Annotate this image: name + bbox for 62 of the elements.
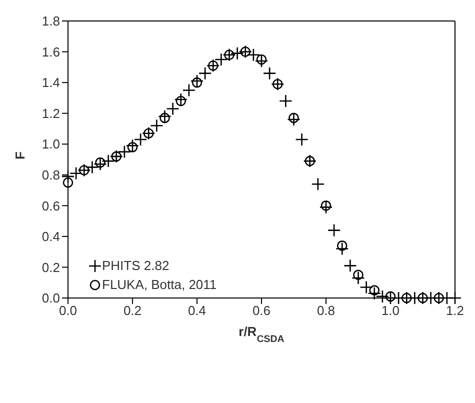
point	[176, 96, 186, 106]
x-axis-title: r/R$_{CSDA}$	[238, 324, 284, 344]
point	[94, 157, 107, 171]
point	[295, 132, 308, 146]
point	[166, 102, 180, 116]
y-tick-label: 1.4	[42, 75, 60, 90]
point	[134, 132, 148, 146]
y-axis-title: F	[12, 152, 28, 160]
y-tick-label: 1.0	[42, 136, 60, 152]
x-tick-label: 0.0	[58, 303, 78, 318]
point	[335, 242, 349, 256]
point	[118, 145, 132, 158]
point	[126, 139, 140, 152]
point	[262, 66, 276, 80]
point	[336, 240, 348, 251]
point	[353, 270, 364, 280]
point	[62, 177, 74, 188]
point	[192, 77, 202, 88]
y-tick-label: 0.6	[42, 198, 60, 214]
point	[127, 142, 138, 152]
y-tick-label: 1.8	[42, 14, 60, 29]
point	[190, 74, 204, 88]
point	[256, 54, 267, 65]
x-tick-label: 0.6	[252, 303, 271, 318]
point	[95, 157, 106, 168]
point	[279, 94, 292, 108]
point	[320, 200, 332, 211]
legend-label: PHITS 2.82	[102, 257, 170, 275]
point	[385, 291, 396, 302]
point	[288, 112, 299, 124]
point	[102, 154, 115, 168]
point	[287, 112, 300, 126]
x-tick-label: 0.8	[316, 303, 336, 318]
x-tick-label: 1.2	[446, 303, 464, 318]
point	[369, 285, 380, 296]
x-tick-label: 1.0	[381, 303, 400, 318]
point	[61, 170, 75, 184]
point	[174, 92, 188, 106]
point	[311, 177, 325, 191]
y-tick-label: 1.2	[42, 106, 60, 121]
point	[214, 52, 228, 66]
x-tick-label: 0.4	[188, 303, 206, 318]
y-tick-label: 0.8	[42, 168, 60, 183]
point	[352, 271, 365, 285]
point	[319, 200, 333, 214]
point	[150, 118, 164, 132]
point	[448, 291, 462, 305]
point	[376, 290, 390, 304]
point	[327, 224, 341, 237]
point	[198, 66, 212, 80]
point	[86, 160, 99, 174]
y-tick-label: 1.6	[42, 44, 60, 60]
point	[160, 112, 170, 124]
y-tick-label: 0.0	[42, 290, 60, 306]
legend-label: FLUKA, Botta, 2011	[102, 276, 217, 294]
point	[158, 110, 172, 124]
y-tick-label: 0.4	[42, 229, 60, 244]
point	[344, 259, 357, 272]
x-tick-label: 0.2	[123, 303, 142, 318]
point	[230, 46, 244, 60]
y-tick-label: 0.2	[42, 260, 60, 275]
point	[182, 84, 196, 97]
